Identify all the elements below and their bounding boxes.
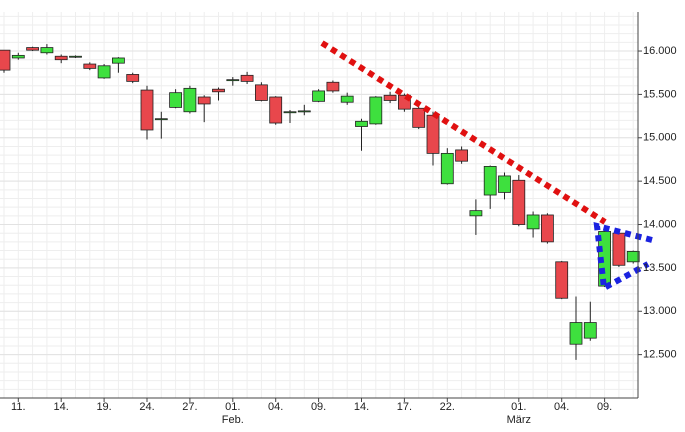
candle-body: [11, 54, 25, 59]
candle-body: [40, 47, 54, 54]
candle-body: [498, 175, 511, 193]
candle-body: [254, 84, 268, 101]
candle-body: [197, 96, 211, 105]
y-tick-label: 12.500: [643, 349, 677, 361]
candle-body: [169, 92, 183, 108]
x-tick-label: 01.: [511, 401, 526, 413]
x-tick-label: 24.: [139, 401, 154, 413]
candle-body: [54, 55, 68, 61]
candle-body: [383, 94, 397, 101]
candle-body: [483, 165, 497, 196]
candle-body: [512, 179, 526, 225]
candle-body: [440, 152, 454, 185]
x-tick-label: 04.: [268, 401, 283, 413]
candle-body: [312, 90, 326, 102]
candle-body: [583, 322, 597, 339]
candle-body: [612, 232, 626, 266]
candle-body: [626, 251, 640, 263]
x-tick-label: 14.: [354, 401, 369, 413]
candle-body: [555, 261, 569, 299]
y-tick-label: 14.500: [643, 175, 677, 187]
candle-body: [154, 118, 168, 121]
candle-body: [340, 95, 354, 103]
candle-body: [226, 79, 240, 82]
x-tick-label: 22.: [440, 401, 455, 413]
candle-body: [140, 89, 154, 131]
candle-body: [240, 74, 254, 82]
candle-body: [97, 65, 111, 79]
y-tick-label: 15.500: [643, 88, 677, 100]
x-tick-label: 04.: [554, 401, 569, 413]
candle-body: [469, 210, 483, 217]
axes: 12.500 13.000 13.500 14.000 14.500 15.000 15.5…: [0, 12, 677, 426]
trend-line: [320, 40, 607, 225]
y-tick-label: 13.500: [643, 262, 677, 274]
candle-body: [569, 322, 583, 345]
candle-body: [541, 214, 554, 243]
x-tick-label: 14.: [54, 401, 69, 413]
y-tick-label: 15.000: [643, 132, 677, 144]
candle-body: [0, 49, 11, 71]
candle-body: [183, 87, 197, 113]
x-tick-label: 01.: [225, 401, 240, 413]
candles: [0, 44, 640, 360]
candle-body: [269, 96, 283, 124]
candle-body: [69, 55, 82, 58]
x-tick-label: 09.: [597, 401, 612, 413]
candle-body: [212, 88, 225, 93]
month-label: Feb.: [222, 414, 244, 426]
candle-body: [326, 81, 340, 92]
x-tick-label: 11.: [11, 401, 25, 413]
candle-body: [26, 47, 40, 51]
candle-body: [426, 114, 440, 154]
candle-body: [83, 63, 97, 69]
candle-body: [355, 120, 368, 127]
y-tick-label: 16.000: [643, 45, 677, 57]
candle-body: [369, 96, 383, 125]
candle-body: [112, 57, 125, 64]
grid: [0, 12, 638, 399]
candle-body: [455, 149, 469, 162]
x-tick-label: 09.: [311, 401, 326, 413]
wedge-pattern: [593, 222, 653, 293]
x-tick-label: 27.: [182, 401, 197, 413]
candle-body: [526, 214, 540, 230]
month-label: März: [507, 414, 531, 426]
x-tick-label: 19.: [96, 401, 111, 413]
candle-body: [412, 107, 426, 128]
y-tick-label: 13.000: [643, 305, 677, 317]
x-tick-label: 17.: [397, 401, 412, 413]
candle-body: [283, 111, 297, 114]
candle-body: [126, 74, 140, 82]
y-tick-label: 14.000: [643, 218, 677, 230]
candle-body: [297, 110, 311, 113]
